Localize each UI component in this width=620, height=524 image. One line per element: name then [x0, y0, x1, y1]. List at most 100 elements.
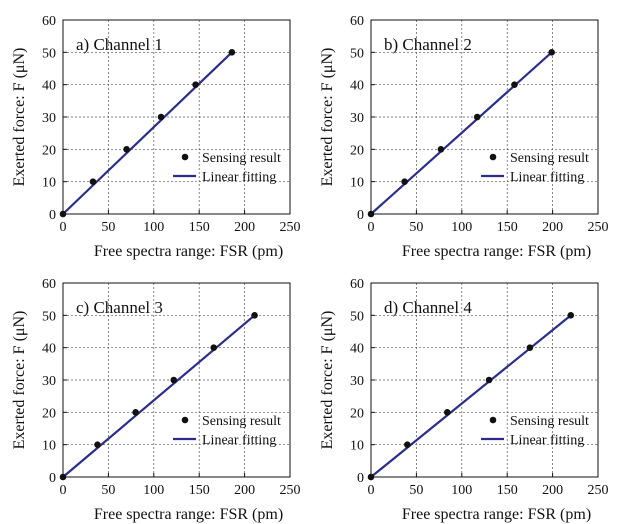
fit-line: [62, 51, 233, 215]
panel-title: a) Channel 1: [76, 35, 163, 54]
y-tick-label: 60: [350, 277, 364, 292]
x-tick-label: 50: [409, 483, 423, 498]
y-tick-label: 10: [350, 439, 364, 454]
x-tick-label: 0: [368, 483, 375, 498]
x-tick-label: 150: [189, 220, 210, 235]
y-tick-label: 30: [350, 374, 364, 389]
y-tick-label: 20: [42, 406, 56, 421]
data-point: [473, 113, 481, 121]
x-axis-label: Free spectra range: FSR (pm): [402, 506, 591, 523]
fit-line: [62, 314, 256, 478]
data-point: [59, 473, 67, 481]
data-point: [228, 49, 236, 56]
legend-marker-points: [489, 416, 497, 424]
data-point: [367, 210, 375, 218]
data-point: [367, 473, 375, 481]
data-point: [94, 441, 101, 448]
x-tick-label: 50: [409, 220, 423, 235]
y-tick-label: 50: [350, 46, 364, 61]
y-tick-label: 50: [42, 309, 56, 324]
y-tick-label: 30: [42, 111, 56, 126]
data-point: [192, 81, 199, 88]
x-tick-label: 250: [280, 220, 301, 235]
x-axis-label: Free spectra range: FSR (pm): [94, 506, 283, 523]
x-tick-label: 250: [588, 220, 609, 235]
x-tick-label: 200: [542, 483, 563, 498]
y-tick-label: 40: [42, 342, 56, 357]
y-tick-label: 40: [350, 79, 364, 94]
data-point: [89, 178, 97, 185]
y-tick-label: 30: [350, 111, 364, 126]
y-tick-label: 0: [357, 208, 364, 223]
y-axis-label: Exerted force: F (μN): [319, 48, 336, 187]
y-tick-label: 40: [42, 79, 56, 94]
x-tick-label: 100: [451, 483, 472, 498]
data-point: [210, 344, 218, 351]
y-tick-label: 60: [42, 14, 56, 29]
legend-marker-points: [181, 416, 189, 424]
data-point: [401, 178, 408, 185]
panel-title: d) Channel 4: [384, 298, 472, 317]
legend-label-points: Sensing result: [510, 414, 589, 429]
data-point: [526, 344, 534, 351]
x-tick-label: 150: [497, 220, 518, 235]
legend-label-points: Sensing result: [510, 151, 589, 166]
x-tick-label: 150: [497, 483, 518, 498]
x-tick-label: 0: [60, 220, 67, 235]
legend-label-line: Linear fitting: [202, 170, 276, 185]
data-point: [443, 409, 451, 416]
data-point: [437, 146, 445, 153]
y-tick-label: 10: [42, 439, 56, 454]
y-tick-label: 10: [350, 176, 364, 191]
legend-marker-points: [181, 153, 189, 161]
legend-label-line: Linear fitting: [510, 170, 584, 185]
fit-line: [370, 51, 553, 215]
panel-c: 0 50 100 150 200 250 0 10 20 30 40 50 60 Free spectra…: [11, 277, 301, 523]
x-tick-label: 200: [234, 220, 255, 235]
panel-title: c) Channel 3: [76, 298, 163, 317]
y-tick-label: 10: [42, 176, 56, 191]
data-point: [567, 312, 575, 319]
data-point: [170, 376, 178, 384]
data-point: [511, 81, 518, 88]
y-tick-label: 0: [49, 471, 56, 486]
data-point: [59, 210, 67, 218]
x-tick-label: 100: [143, 220, 164, 235]
x-axis-label: Free spectra range: FSR (pm): [94, 243, 283, 260]
y-axis-label: Exerted force: F (μN): [319, 311, 336, 450]
y-tick-label: 40: [350, 342, 364, 357]
x-tick-label: 50: [101, 220, 115, 235]
y-tick-label: 60: [350, 14, 364, 29]
x-tick-label: 0: [368, 220, 375, 235]
y-tick-label: 0: [357, 471, 364, 486]
data-point: [123, 146, 130, 153]
y-tick-label: 50: [350, 309, 364, 324]
y-axis-label: Exerted force: F (μN): [11, 311, 28, 450]
y-tick-label: 30: [42, 374, 56, 389]
x-tick-label: 200: [542, 220, 563, 235]
legend-marker-points: [489, 153, 497, 161]
legend-label-line: Linear fitting: [510, 433, 584, 448]
data-point: [132, 409, 139, 416]
y-tick-label: 50: [42, 46, 56, 61]
y-tick-label: 20: [350, 143, 364, 158]
x-tick-label: 50: [101, 483, 115, 498]
panel-d: 0 50 100 150 200 250 0 10 20 30 40 50 60 Free spectra…: [319, 277, 609, 523]
y-axis-label: Exerted force: F (μN): [11, 48, 28, 187]
x-tick-label: 100: [143, 483, 164, 498]
x-tick-label: 100: [451, 220, 472, 235]
y-tick-label: 20: [350, 406, 364, 421]
panel-title: b) Channel 2: [384, 35, 472, 54]
data-point: [157, 113, 165, 121]
legend-label-points: Sensing result: [202, 414, 281, 429]
x-tick-label: 250: [588, 483, 609, 498]
data-point: [404, 441, 411, 448]
y-tick-label: 20: [42, 143, 56, 158]
x-tick-label: 200: [234, 483, 255, 498]
x-tick-label: 0: [60, 483, 67, 498]
panel-b: 0 50 100 150 200 250 0 10 20 30 40 50 60 Free spectra…: [319, 14, 609, 260]
x-tick-label: 150: [189, 483, 210, 498]
data-point: [548, 49, 555, 56]
y-tick-label: 0: [49, 208, 56, 223]
